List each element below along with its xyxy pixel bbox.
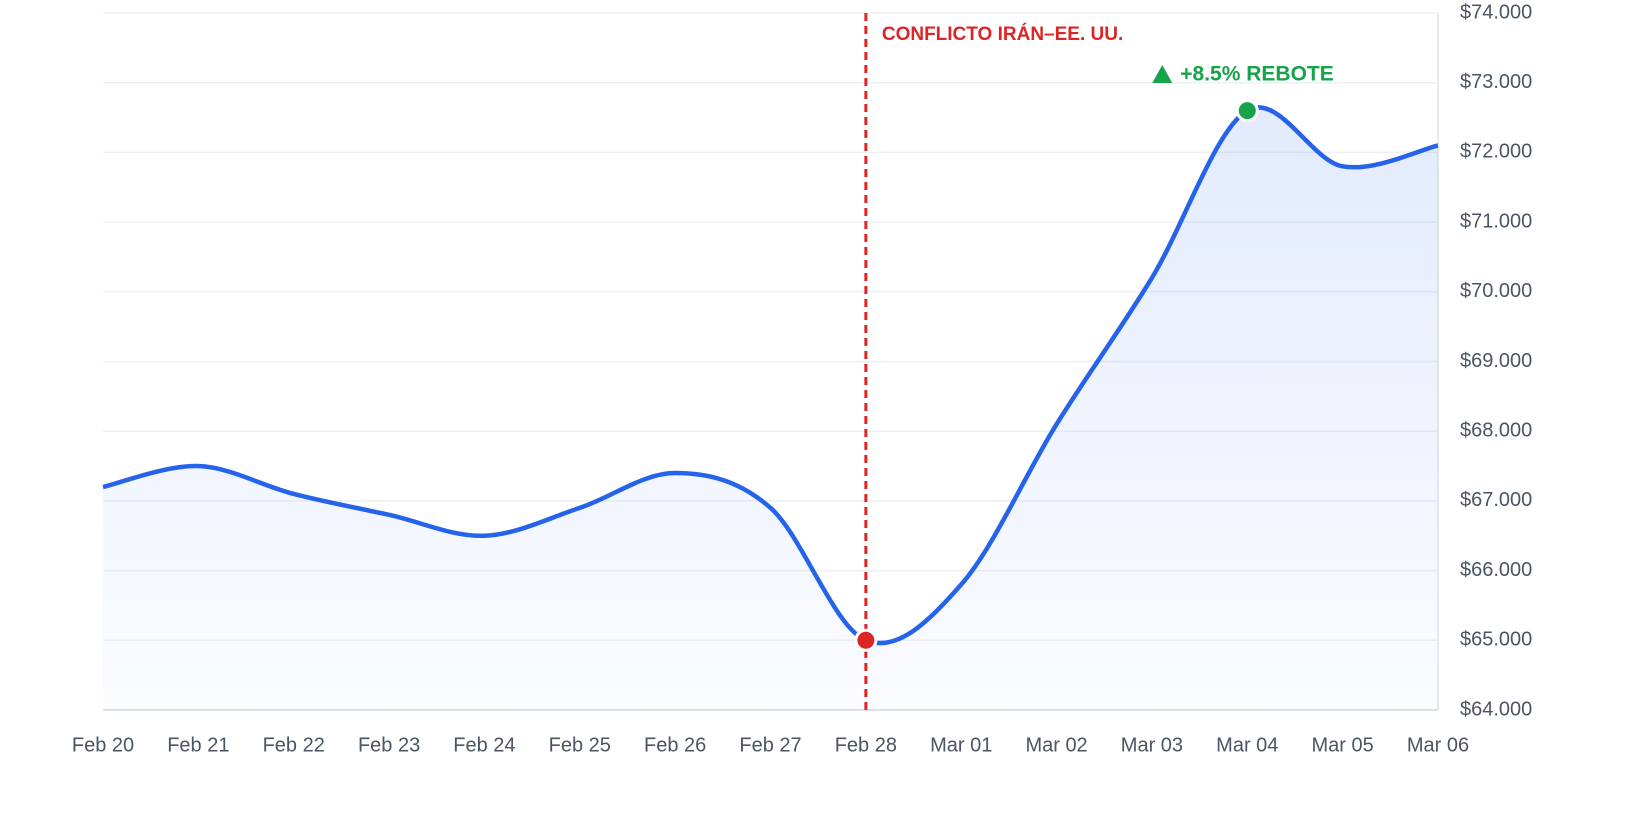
y-tick-label: $64.000 <box>1460 698 1532 720</box>
x-tick-label: Mar 06 <box>1407 734 1469 756</box>
x-tick-label: Feb 24 <box>453 734 515 756</box>
x-tick-label: Mar 02 <box>1025 734 1087 756</box>
y-tick-label: $70.000 <box>1460 280 1532 302</box>
point-marker <box>854 628 878 652</box>
y-tick-label: $73.000 <box>1460 71 1532 93</box>
y-tick-label: $74.000 <box>1460 1 1532 23</box>
x-tick-label: Feb 26 <box>644 734 706 756</box>
annotation-label: +8.5% REBOTE <box>1180 63 1333 86</box>
x-tick-label: Feb 25 <box>549 734 611 756</box>
x-tick-label: Feb 22 <box>263 734 325 756</box>
x-tick-label: Mar 05 <box>1312 734 1374 756</box>
y-tick-label: $69.000 <box>1460 350 1532 372</box>
y-tick-label: $68.000 <box>1460 419 1532 441</box>
y-tick-label: $72.000 <box>1460 141 1532 163</box>
x-tick-label: Feb 23 <box>358 734 420 756</box>
y-tick-label: $71.000 <box>1460 210 1532 232</box>
x-tick-label: Mar 04 <box>1216 734 1278 756</box>
y-tick-label: $67.000 <box>1460 489 1532 511</box>
x-tick-label: Feb 20 <box>72 734 134 756</box>
x-tick-label: Feb 27 <box>739 734 801 756</box>
y-tick-label: $65.000 <box>1460 629 1532 651</box>
annotation-label: CONFLICTO IRÁN–EE. UU. <box>882 23 1123 45</box>
point-marker <box>1235 99 1259 123</box>
x-tick-label: Feb 21 <box>167 734 229 756</box>
y-tick-label: $66.000 <box>1460 559 1532 581</box>
x-tick-label: Feb 28 <box>835 734 897 756</box>
line <box>102 105 1439 646</box>
x-tick-label: Mar 03 <box>1121 734 1183 756</box>
area <box>103 107 1438 710</box>
up-triangle <box>1152 65 1173 83</box>
x-tick-label: Mar 01 <box>930 734 992 756</box>
